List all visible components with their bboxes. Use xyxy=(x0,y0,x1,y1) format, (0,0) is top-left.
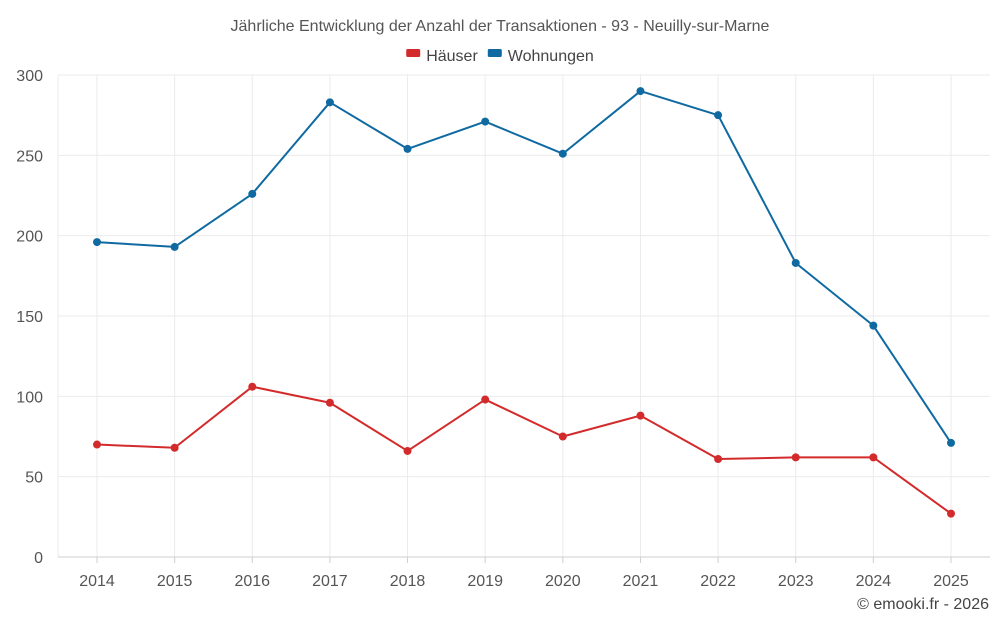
data-point[interactable] xyxy=(714,454,723,463)
data-point[interactable] xyxy=(170,443,179,452)
y-tick-label: 200 xyxy=(16,229,43,246)
chart-title: Jährliche Entwicklung der Anzahl der Tra… xyxy=(231,18,770,35)
y-tick-label: 100 xyxy=(16,389,43,406)
grid xyxy=(57,74,990,557)
y-tick-label: 250 xyxy=(16,148,43,165)
data-point[interactable] xyxy=(481,117,490,126)
y-tick-label: 300 xyxy=(16,68,43,85)
data-point[interactable] xyxy=(791,258,800,267)
data-point[interactable] xyxy=(869,453,878,462)
data-point[interactable] xyxy=(714,111,723,120)
data-point[interactable] xyxy=(170,242,179,251)
data-point[interactable] xyxy=(403,446,412,455)
data-point[interactable] xyxy=(93,238,101,247)
data-point[interactable] xyxy=(93,440,101,449)
data-point[interactable] xyxy=(558,432,567,441)
data-point[interactable] xyxy=(248,382,257,391)
x-tick-label: 2021 xyxy=(623,573,659,590)
legend-swatch xyxy=(487,49,502,57)
data-point[interactable] xyxy=(791,453,800,462)
data-point[interactable] xyxy=(947,509,955,518)
series-layer xyxy=(93,87,955,518)
legend: Häuser Wohnungen xyxy=(406,48,594,65)
x-tick-label: 2020 xyxy=(545,573,581,590)
y-tick-label: 150 xyxy=(16,309,43,326)
data-point[interactable] xyxy=(558,149,567,158)
data-point[interactable] xyxy=(325,98,334,107)
data-point[interactable] xyxy=(636,411,645,420)
x-tick-label: 2018 xyxy=(390,573,426,590)
legend-swatch xyxy=(406,49,421,57)
x-tick-label: 2014 xyxy=(79,573,115,590)
data-point[interactable] xyxy=(481,395,490,404)
data-point[interactable] xyxy=(947,438,955,447)
axes: 0 50 100 150 200 250 300 2014 2015 2016 2017 2018 20… xyxy=(16,68,990,590)
legend-label[interactable]: Häuser xyxy=(426,48,478,65)
x-tick-label: 2023 xyxy=(778,573,814,590)
x-tick-label: 2024 xyxy=(856,573,892,590)
y-tick-label: 0 xyxy=(34,550,43,567)
data-point[interactable] xyxy=(325,398,334,407)
data-point[interactable] xyxy=(403,144,412,153)
data-point[interactable] xyxy=(248,189,257,198)
x-tick-label: 2022 xyxy=(700,573,736,590)
x-tick-label: 2015 xyxy=(157,573,193,590)
series-wohnungen xyxy=(93,87,955,447)
x-tick-label: 2017 xyxy=(312,573,348,590)
credit-text: © emooki.fr - 2026 xyxy=(857,596,989,613)
legend-label[interactable]: Wohnungen xyxy=(508,48,594,65)
series-line xyxy=(96,90,952,444)
x-tick-label: 2016 xyxy=(234,573,270,590)
y-tick-label: 50 xyxy=(25,470,43,487)
data-point[interactable] xyxy=(869,321,878,330)
series-häuser xyxy=(93,382,955,518)
data-point[interactable] xyxy=(636,87,645,96)
x-tick-label: 2019 xyxy=(467,573,503,590)
x-tick-label: 2025 xyxy=(933,573,969,590)
series-line xyxy=(96,385,952,515)
